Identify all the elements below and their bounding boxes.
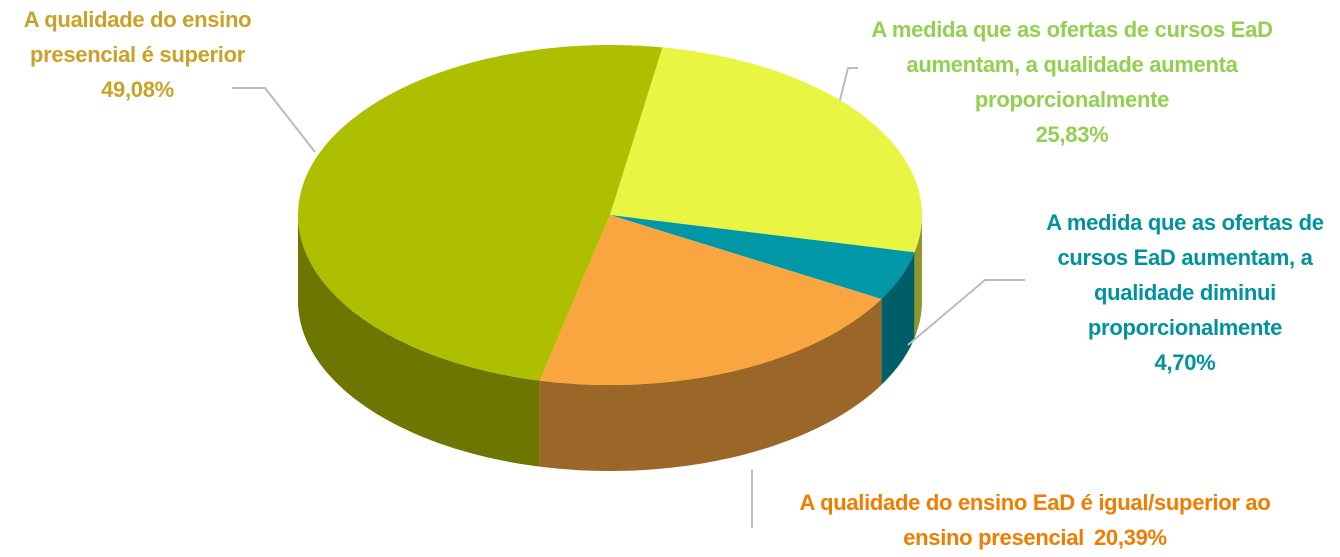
slice-label: A medida que as ofertas de cursos EaD au… [1030, 205, 1340, 380]
leader-line [232, 87, 316, 153]
value-label: 20,39% [1093, 525, 1167, 550]
slice-side [881, 252, 915, 385]
category-label: A medida que as ofertas de cursos EaD au… [1046, 210, 1324, 340]
category-label: A qualidade do ensino EaD é igual/superi… [799, 490, 1271, 550]
value-label: 4,70% [1154, 350, 1216, 375]
slice-label: A qualidade do ensino EaD é igual/superi… [765, 485, 1305, 555]
slice [610, 215, 915, 299]
value-label: 25,83% [1035, 122, 1109, 147]
leader-line [839, 67, 858, 101]
slice-label: A medida que as ofertas de cursos EaD au… [862, 12, 1282, 152]
slice [610, 47, 922, 253]
category-label: A medida que as ofertas de cursos EaD au… [871, 17, 1273, 112]
leader-line [907, 279, 1025, 346]
pie [298, 45, 922, 471]
slice-label: A qualidade do ensino presencial é super… [0, 2, 275, 107]
slice [539, 215, 882, 385]
value-label: 49,08% [101, 77, 174, 102]
slice-side [298, 215, 540, 467]
slice-side [539, 299, 882, 471]
slice [298, 45, 663, 381]
category-label: A qualidade do ensino presencial é super… [23, 7, 252, 67]
slice-side [914, 215, 922, 339]
